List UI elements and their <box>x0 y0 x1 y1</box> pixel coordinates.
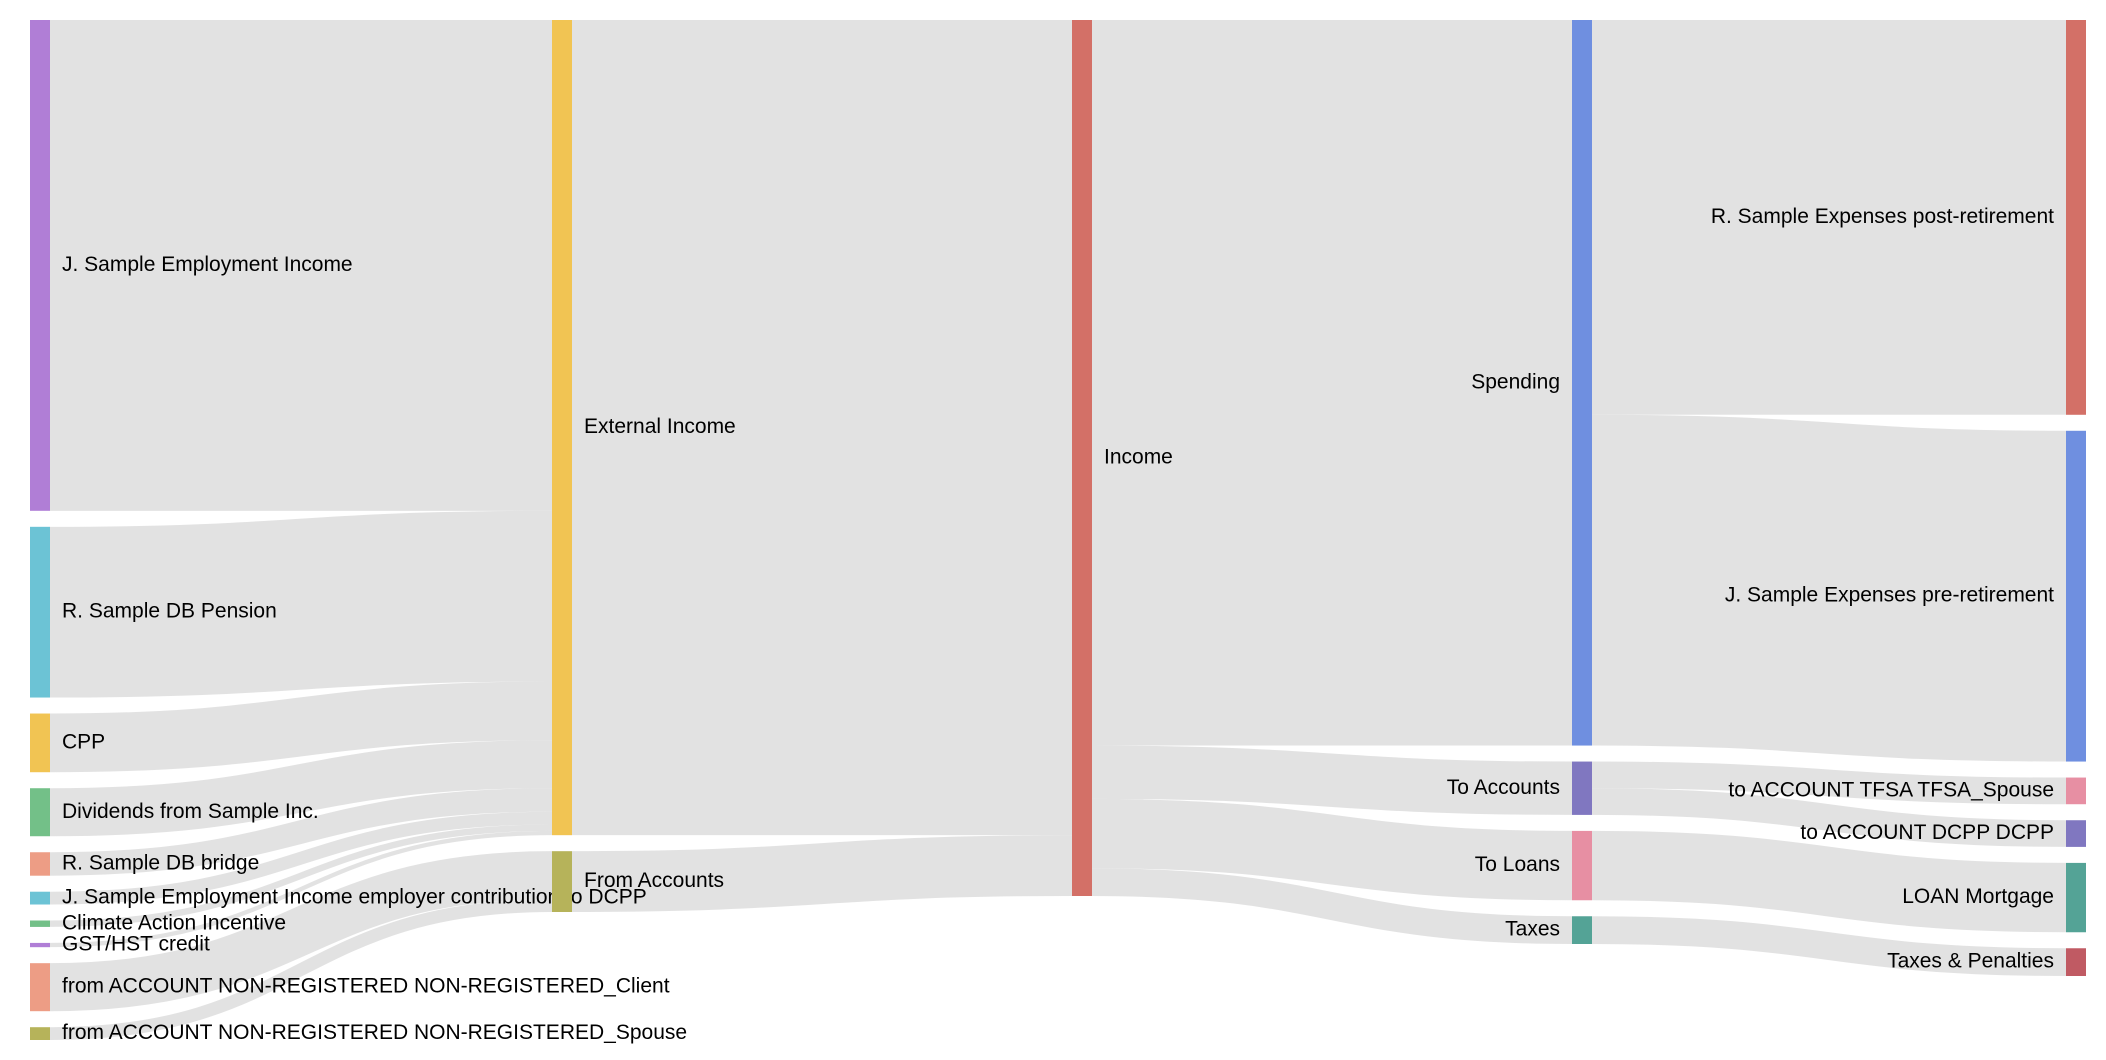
sankey-node-label: Income <box>1104 446 1173 469</box>
sankey-node-label: To Loans <box>1475 853 1560 876</box>
sankey-node <box>2066 431 2086 762</box>
sankey-node <box>30 1027 50 1040</box>
sankey-node-label: From Accounts <box>584 869 724 892</box>
sankey-node <box>1572 20 1592 746</box>
sankey-node-label: To Accounts <box>1447 776 1560 799</box>
sankey-node <box>1572 762 1592 815</box>
sankey-node-label: J. Sample Employment Income <box>62 253 353 276</box>
sankey-node-label: J. Sample Expenses pre-retirement <box>1725 584 2054 607</box>
sankey-node <box>1072 20 1092 896</box>
sankey-node <box>2066 948 2086 976</box>
sankey-node <box>30 963 50 1011</box>
sankey-node-label: Dividends from Sample Inc. <box>62 800 319 823</box>
sankey-node <box>30 943 50 947</box>
sankey-node <box>2066 778 2086 805</box>
sankey-node-label: Taxes & Penalties <box>1887 950 2054 973</box>
sankey-node-label: R. Sample Expenses post-retirement <box>1711 205 2054 228</box>
sankey-node-label: External Income <box>584 415 736 438</box>
sankey-node-label: Climate Action Incentive <box>62 911 286 934</box>
sankey-node <box>2066 20 2086 415</box>
sankey-node <box>30 788 50 836</box>
sankey-node <box>552 20 572 835</box>
sankey-node-label: R. Sample DB bridge <box>62 852 259 875</box>
sankey-node <box>30 20 50 511</box>
sankey-links <box>50 217 2066 1033</box>
sankey-node-label: to ACCOUNT DCPP DCPP <box>1800 821 2054 844</box>
sankey-node <box>2066 820 2086 847</box>
sankey-node-label: LOAN Mortgage <box>1902 885 2054 908</box>
sankey-node <box>552 851 572 912</box>
sankey-link <box>50 711 552 743</box>
sankey-node-label: to ACCOUNT TFSA TFSA_Spouse <box>1728 778 2054 801</box>
sankey-node-label: from ACCOUNT NON-REGISTERED NON-REGISTER… <box>62 1021 687 1044</box>
sankey-node <box>30 714 50 773</box>
sankey-chart: J. Sample Employment Income R. Sample DB … <box>0 0 2106 1060</box>
sankey-node-label: Spending <box>1471 370 1560 393</box>
sankey-node-label: from ACCOUNT NON-REGISTERED NON-REGISTER… <box>62 975 670 998</box>
sankey-node <box>2066 863 2086 932</box>
sankey-node <box>30 852 50 875</box>
sankey-node <box>1572 831 1592 900</box>
sankey-node-label: CPP <box>62 730 105 753</box>
sankey-node-label: GST/HST credit <box>62 933 210 956</box>
sankey-node <box>1572 916 1592 944</box>
sankey-node <box>30 527 50 698</box>
sankey-node <box>30 921 50 927</box>
sankey-node-label: R. Sample DB Pension <box>62 600 277 623</box>
sankey-node <box>30 892 50 905</box>
sankey-node-label: Taxes <box>1505 918 1560 941</box>
